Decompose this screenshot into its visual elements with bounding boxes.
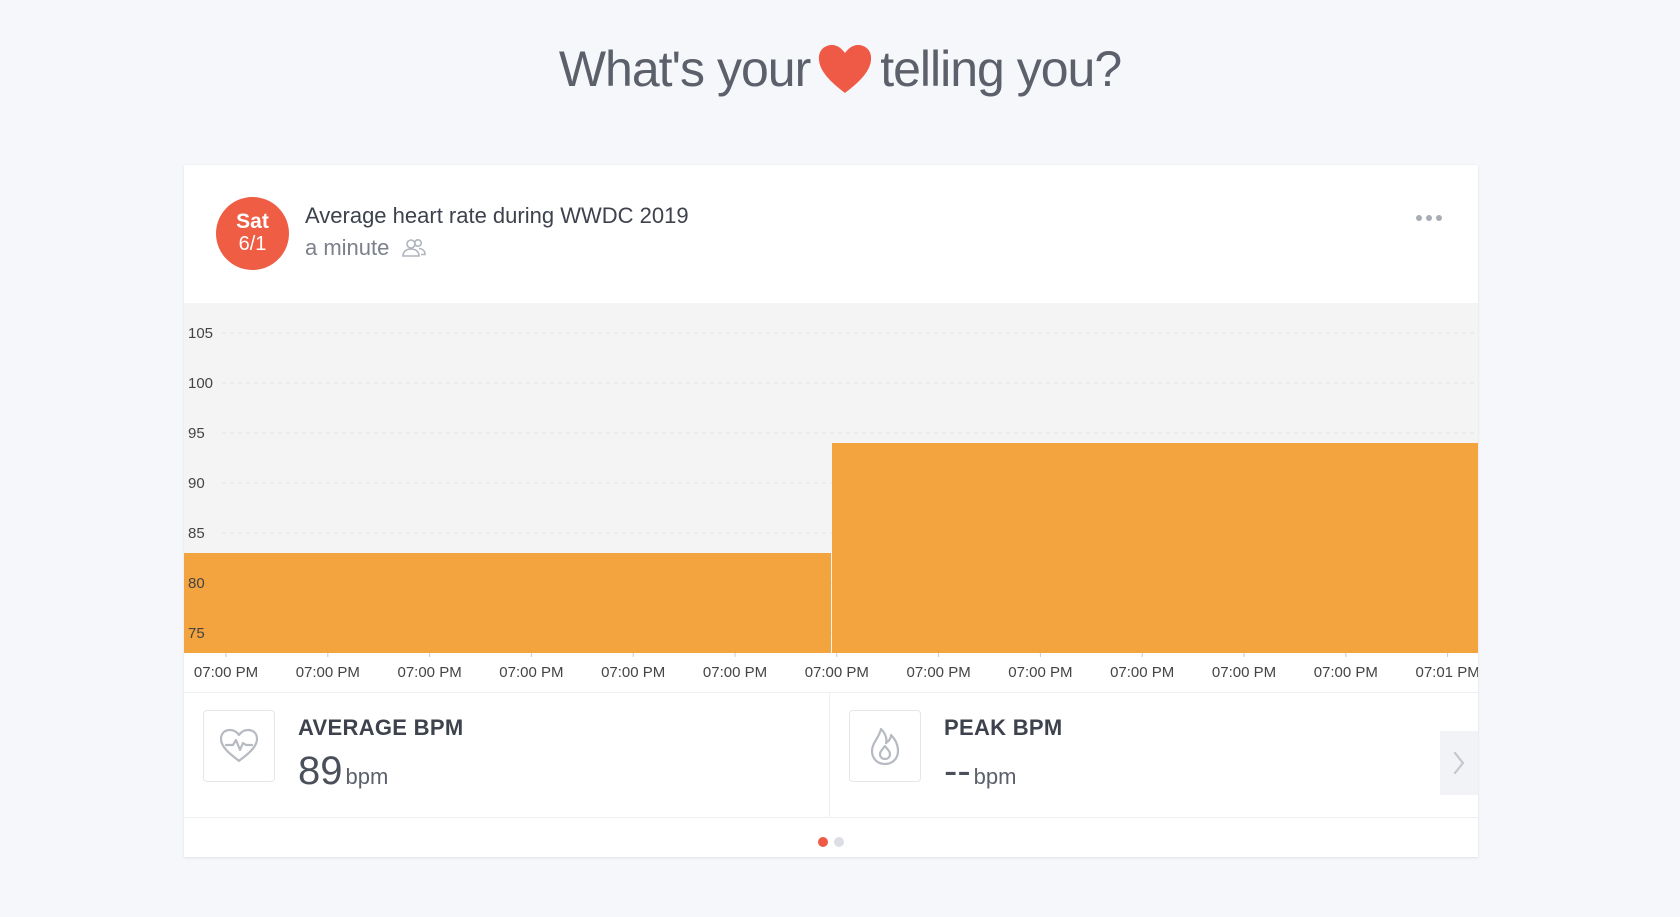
chart-y-tick-label: 90 bbox=[188, 475, 205, 492]
average-bpm-number: 89 bbox=[298, 749, 343, 793]
average-bpm-label: AVERAGE BPM bbox=[298, 715, 464, 740]
chart-x-tick-label: 07:00 PM bbox=[296, 664, 360, 681]
flame-icon bbox=[849, 710, 921, 782]
stats-row: AVERAGE BPM 89 bpm PEAK BPM -- bpm bbox=[184, 692, 1478, 818]
card-subtitle-text: a minute bbox=[305, 235, 390, 260]
card-title: Average heart rate during WWDC 2019 bbox=[305, 203, 689, 228]
chart-x-tick-label: 07:00 PM bbox=[805, 664, 869, 681]
peak-bpm-value: -- bpm bbox=[944, 749, 1016, 794]
headline-text-after: telling you? bbox=[880, 41, 1122, 97]
date-badge-day: 6/1 bbox=[238, 233, 267, 256]
page-dot[interactable] bbox=[834, 837, 844, 847]
peak-bpm-unit: bpm bbox=[973, 764, 1017, 789]
chart-x-tick-label: 07:01 PM bbox=[1415, 664, 1478, 681]
average-bpm-unit: bpm bbox=[345, 764, 389, 789]
more-options-button[interactable] bbox=[1416, 215, 1442, 221]
next-stats-button[interactable] bbox=[1440, 731, 1478, 795]
chart-x-tick-label: 07:00 PM bbox=[397, 664, 461, 681]
date-badge-weekday: Sat bbox=[236, 210, 269, 234]
chart-y-tick-label: 85 bbox=[188, 525, 205, 542]
more-dots-icon bbox=[1416, 215, 1422, 221]
more-dots-icon bbox=[1426, 215, 1432, 221]
heartbeat-icon bbox=[203, 710, 275, 782]
heart-icon bbox=[819, 45, 872, 93]
card-subtitle: a minute bbox=[305, 235, 427, 261]
chart-x-tick-label: 07:00 PM bbox=[1212, 664, 1276, 681]
average-bpm-value: 89 bpm bbox=[298, 749, 388, 794]
chart-x-tick-label: 07:00 PM bbox=[1314, 664, 1378, 681]
chart-y-tick-label: 95 bbox=[188, 425, 205, 442]
chart-y-tick-label: 105 bbox=[188, 325, 213, 342]
page-dot[interactable] bbox=[818, 837, 828, 847]
chart-x-tick-label: 07:00 PM bbox=[601, 664, 665, 681]
chart-x-tick-label: 07:00 PM bbox=[1110, 664, 1174, 681]
date-badge: Sat 6/1 bbox=[216, 197, 289, 270]
chart-y-tick-label: 75 bbox=[188, 625, 205, 642]
chart-y-tick-label: 80 bbox=[188, 575, 205, 592]
peak-bpm-stat: PEAK BPM -- bpm bbox=[830, 693, 1478, 817]
heart-rate-chart: 75 80 85 90 95 100 105 07:00 PM 07:00 PM 07:00 PM… bbox=[184, 303, 1478, 681]
chart-x-tick-label: 07:00 PM bbox=[499, 664, 563, 681]
page-headline: What's your telling you? bbox=[0, 40, 1680, 98]
chart-y-tick-label: 100 bbox=[188, 375, 213, 392]
chart-x-tick-label: 07:00 PM bbox=[194, 664, 258, 681]
more-dots-icon bbox=[1436, 215, 1442, 221]
peak-bpm-number: -- bbox=[944, 749, 971, 793]
chart-step-segment bbox=[184, 553, 831, 653]
peak-bpm-label: PEAK BPM bbox=[944, 715, 1063, 740]
heart-rate-card: Sat 6/1 Average heart rate during WWDC 2… bbox=[184, 165, 1478, 857]
chart-step-segment bbox=[832, 443, 1478, 653]
page-indicator bbox=[184, 837, 1478, 847]
card-header: Sat 6/1 Average heart rate during WWDC 2… bbox=[184, 165, 1478, 303]
chart-x-tick-label: 07:00 PM bbox=[906, 664, 970, 681]
chevron-right-icon bbox=[1453, 751, 1465, 775]
people-icon bbox=[402, 238, 427, 257]
chart-x-tick-label: 07:00 PM bbox=[1008, 664, 1072, 681]
chart-x-tick-label: 07:00 PM bbox=[703, 664, 767, 681]
headline-text-before: What's your bbox=[558, 41, 811, 97]
average-bpm-stat: AVERAGE BPM 89 bpm bbox=[184, 693, 830, 817]
